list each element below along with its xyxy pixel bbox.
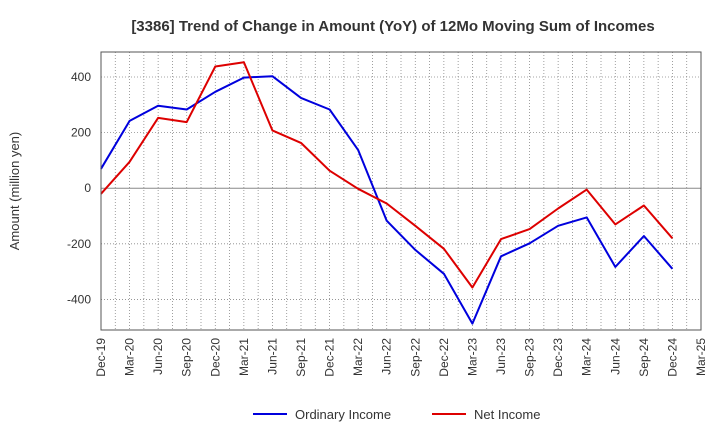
- x-ticks: Dec-19 Mar-20 Jun-20 Sep-20 Dec-20 Mar-21 Jun-…: [94, 338, 708, 377]
- grid: [100, 52, 702, 330]
- x-tick-label: Jun-20: [151, 338, 165, 375]
- x-tick-label: Jun-22: [380, 338, 394, 375]
- x-tick-label: Mar-25: [694, 338, 708, 376]
- x-tick-label: Dec-19: [94, 338, 108, 377]
- legend-label: Ordinary Income: [295, 407, 391, 422]
- y-tick-label: -200: [67, 237, 91, 251]
- x-tick-label: Sep-23: [523, 338, 537, 377]
- x-tick-label: Dec-21: [323, 338, 337, 377]
- y-ticks: 400 200 0 -200 -400: [67, 70, 91, 306]
- x-tick-label: Mar-20: [123, 338, 137, 376]
- x-tick-label: Jun-23: [494, 338, 508, 375]
- x-tick-label: Dec-22: [437, 338, 451, 377]
- y-tick-label: -400: [67, 292, 91, 306]
- plot-frame: [100, 51, 702, 331]
- x-tick-label: Mar-22: [351, 338, 365, 376]
- x-tick-label: Mar-21: [237, 338, 251, 376]
- legend-label: Net Income: [474, 407, 540, 422]
- x-tick-label: Sep-20: [180, 338, 194, 377]
- y-axis-label: Amount (million yen): [7, 132, 22, 251]
- x-tick-label: Dec-20: [208, 338, 222, 377]
- x-tick-label: Mar-23: [465, 338, 479, 376]
- series-layer: [100, 61, 674, 325]
- x-tick-label: Jun-21: [265, 338, 279, 375]
- x-tick-label: Mar-24: [580, 338, 594, 376]
- x-tick-label: Dec-24: [665, 338, 679, 377]
- chart-title: [3386] Trend of Change in Amount (YoY) o…: [131, 18, 654, 35]
- x-tick-label: Sep-21: [294, 338, 308, 377]
- x-tick-label: Sep-24: [637, 338, 651, 377]
- legend: Ordinary Income Net Income: [253, 407, 540, 422]
- x-tick-label: Sep-22: [408, 338, 422, 377]
- y-tick-label: 200: [71, 126, 91, 140]
- x-tick-label: Dec-23: [551, 338, 565, 377]
- y-tick-label: 0: [84, 181, 91, 195]
- y-tick-label: 400: [71, 70, 91, 84]
- series-line: [100, 61, 674, 289]
- x-tick-label: Jun-24: [608, 338, 622, 375]
